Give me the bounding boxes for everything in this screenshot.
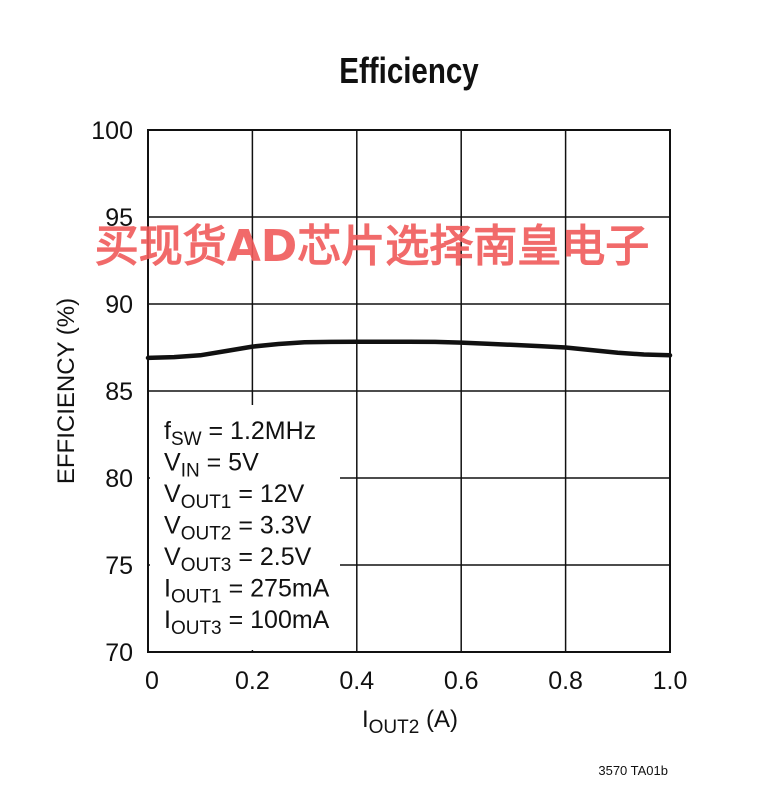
x-tick-label: 1.0: [653, 667, 688, 695]
annotation-line: VIN = 5V: [164, 449, 259, 482]
annotation-background: [150, 405, 340, 650]
annotation-line: VOUT1 = 12V: [164, 480, 305, 513]
y-tick-label: 75: [105, 552, 133, 580]
y-axis-label: EFFICIENCY (%): [53, 298, 80, 484]
y-tick-label: 90: [105, 291, 133, 319]
x-tick-label: 0: [145, 667, 159, 695]
x-axis-label: IOUT2 (A): [362, 706, 458, 738]
annotation-line: IOUT3 = 100mA: [164, 606, 330, 639]
y-tick-labels: 70 75 80 85 90 95 100: [91, 117, 133, 667]
annotation-line: VOUT2 = 3.3V: [164, 512, 312, 545]
annotation-line: fSW = 1.2MHz: [164, 417, 316, 450]
x-tick-label: 0.2: [235, 667, 270, 695]
x-tick-label: 0.8: [548, 667, 583, 695]
annotation-line: VOUT3 = 2.5V: [164, 543, 312, 576]
y-tick-label: 100: [91, 117, 133, 145]
x-tick-label: 0.6: [444, 667, 479, 695]
y-tick-label: 85: [105, 378, 133, 406]
plot-frame: [147, 129, 671, 653]
watermark-text: 买现货AD芯片选择南皇电子: [95, 221, 650, 272]
annotation-line: IOUT1 = 275mA: [164, 575, 330, 608]
chart-title: Efficiency: [339, 50, 479, 91]
figure-code: 3570 TA01b: [598, 763, 668, 778]
y-tick-label: 70: [105, 639, 133, 667]
efficiency-line: [145, 339, 673, 361]
x-tick-label: 0.4: [339, 667, 374, 695]
y-tick-label: 95: [105, 204, 133, 232]
y-tick-label: 80: [105, 465, 133, 493]
x-tick-labels: 0 0.2 0.4 0.6 0.8 1.0: [145, 667, 687, 695]
